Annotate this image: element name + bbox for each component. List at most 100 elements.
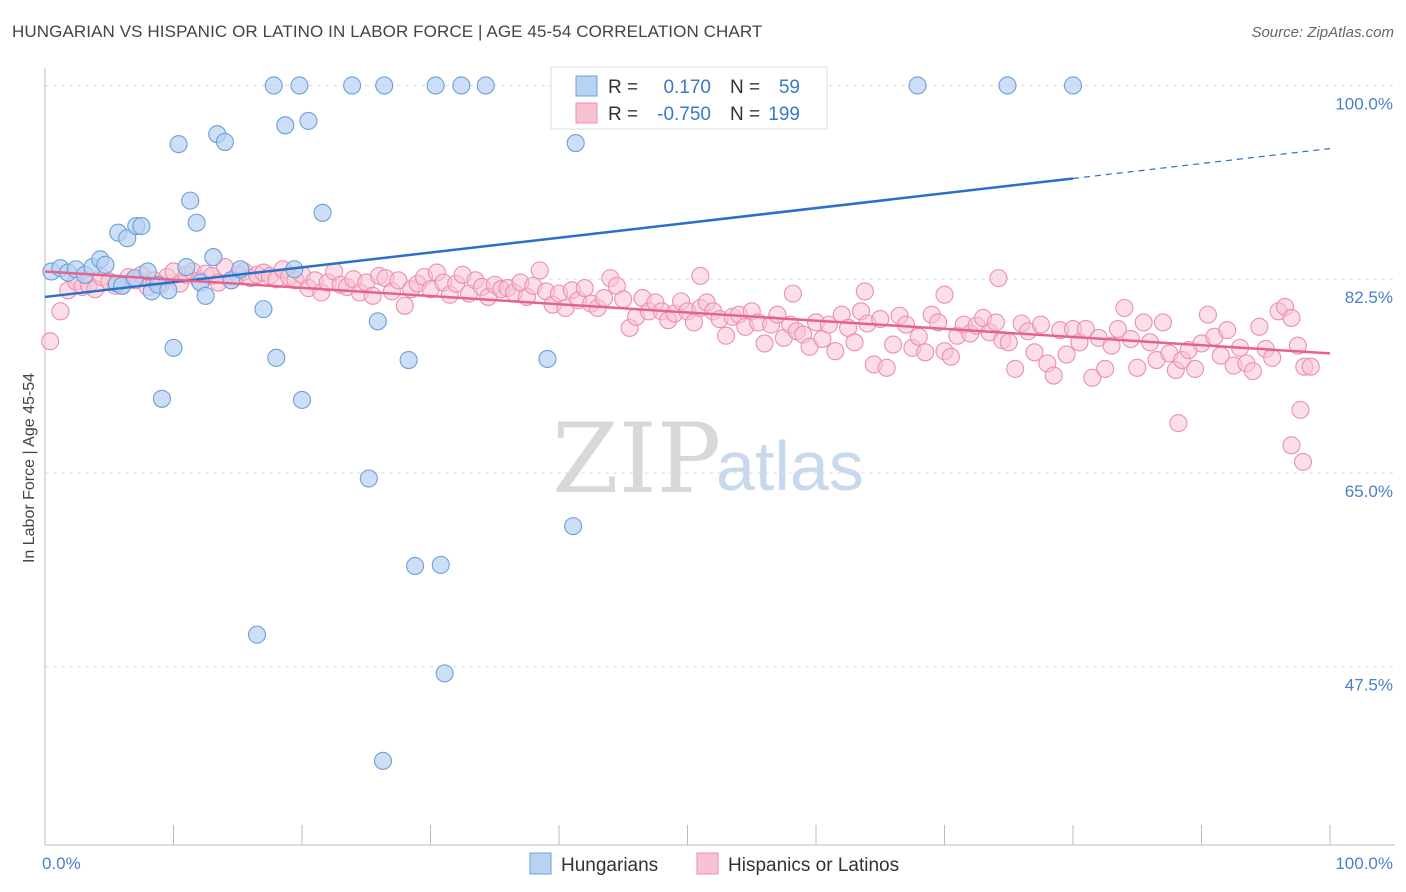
y-tick-label-0: 100.0% <box>1335 94 1393 113</box>
hungarian-point-45 <box>435 664 454 683</box>
hispanic-point-149 <box>1006 359 1025 378</box>
hispanic-point-82 <box>575 279 594 298</box>
legend-r-value-2: -0.750 <box>657 104 711 125</box>
series-legend-swatch-hispanics <box>696 852 719 875</box>
hungarian-point-49 <box>566 133 585 153</box>
hispanic-point-85 <box>594 288 614 308</box>
hispanic-point-110 <box>755 334 774 353</box>
hungarian-point-35 <box>276 116 295 135</box>
hispanic-point-53 <box>389 271 408 290</box>
hispanic-point-146 <box>986 313 1005 332</box>
hungarian-point-22 <box>177 257 196 277</box>
hispanic-point-198 <box>1169 414 1188 433</box>
hungarian-point-27 <box>204 248 223 267</box>
hispanic-point-139 <box>941 347 960 366</box>
x-tick-label-start: 0.0% <box>42 854 81 873</box>
chart-source: Source: ZipAtlas.com <box>1251 24 1394 41</box>
hispanic-point-189 <box>1263 348 1282 367</box>
hungarian-point-23 <box>181 191 200 210</box>
legend-r-label-1: R = <box>608 77 638 98</box>
hungarian-point-14 <box>132 217 151 236</box>
legend-n-value-1: 59 <box>779 77 800 98</box>
hungarian-point-38 <box>299 111 318 130</box>
hispanic-point-124 <box>845 333 864 352</box>
hispanic-point-129 <box>877 358 896 377</box>
hungarian-point-46 <box>431 555 450 574</box>
hispanic-point-153 <box>1031 315 1050 334</box>
legend-r-label-2: R = <box>608 104 638 125</box>
legend-n-value-2: 199 <box>768 104 800 125</box>
axes <box>44 68 1395 846</box>
hungarian-point-20 <box>164 338 183 357</box>
legend-r-value-1: 0.170 <box>663 77 711 98</box>
hispanic-point-121 <box>826 342 845 361</box>
series-legend: Hungarians Hispanics or Latinos <box>529 852 899 876</box>
hispanic-point-135 <box>916 343 935 362</box>
hispanic-point-132 <box>896 315 916 334</box>
hispanic-point-164 <box>1102 336 1121 355</box>
hungarian-point-51 <box>290 76 309 95</box>
hispanic-point-155 <box>1044 366 1063 385</box>
hispanic-point-88 <box>614 290 633 309</box>
hispanic-point-204 <box>935 285 954 304</box>
hungarian-points <box>42 76 1083 770</box>
hungarian-point-56 <box>476 76 495 95</box>
series-legend-swatch-hungarians <box>529 852 552 875</box>
hungarian-point-40 <box>359 469 378 488</box>
hungarian-point-58 <box>998 76 1017 95</box>
y-tick-labels: 100.0% 82.5% 65.0% 47.5% <box>1335 94 1393 694</box>
hungarian-point-11 <box>118 229 137 248</box>
hungarian-point-48 <box>564 517 583 536</box>
hispanic-point-172 <box>1153 313 1172 332</box>
watermark-atlas: atlas <box>716 427 864 505</box>
hungarian-point-37 <box>292 390 312 409</box>
hispanic-point-200 <box>1291 400 1310 419</box>
y-axis-label: In Labor Force | Age 45-54 <box>21 373 38 563</box>
hispanic-point-201 <box>691 266 710 285</box>
hungarian-trend-extension <box>1072 147 1331 180</box>
hispanic-point-202 <box>783 284 802 303</box>
hungarian-point-53 <box>375 76 394 95</box>
legend-n-label-1: N = <box>730 77 760 98</box>
hispanic-point-75 <box>530 261 549 280</box>
hispanic-point-182 <box>1218 321 1237 340</box>
hispanic-trend-line <box>44 270 1331 355</box>
hungarian-point-15 <box>138 262 157 281</box>
hispanic-point-192 <box>1282 308 1301 328</box>
hungarian-point-24 <box>187 213 206 232</box>
hungarian-point-39 <box>313 203 332 222</box>
stats-legend: R = 0.170 N = 59 R = -0.750 N = 199 <box>550 66 828 130</box>
hispanic-point-165 <box>1108 319 1128 339</box>
hispanic-point-130 <box>884 335 903 354</box>
hungarian-point-50 <box>264 76 283 95</box>
chart-title: HUNGARIAN VS HISPANIC OR LATINO IN LABOR… <box>12 22 763 41</box>
hispanic-point-157 <box>1057 345 1076 364</box>
watermark-zip: ZIP <box>552 403 721 515</box>
y-tick-label-1: 82.5% <box>1345 288 1393 307</box>
hispanic-point-134 <box>909 327 928 346</box>
hispanic-point-148 <box>999 333 1018 352</box>
hungarian-trend-line <box>44 177 1074 299</box>
y-tick-label-2: 65.0% <box>1345 482 1393 501</box>
hungarian-point-41 <box>368 312 387 331</box>
hispanic-point-137 <box>929 313 948 332</box>
y-tick-label-3: 47.5% <box>1345 676 1393 695</box>
hungarian-point-34 <box>267 348 286 367</box>
hispanic-point-167 <box>1121 329 1140 349</box>
hungarian-point-57 <box>908 76 927 95</box>
x-tick-label-end: 100.0% <box>1335 854 1393 873</box>
hungarian-point-42 <box>373 751 393 770</box>
hispanic-point-195 <box>1301 357 1320 376</box>
hispanic-point-187 <box>1250 317 1269 336</box>
hungarian-point-18 <box>152 389 171 408</box>
hispanic-point-168 <box>1128 358 1147 377</box>
hispanic-point-104 <box>716 326 736 345</box>
hungarian-point-7 <box>96 255 115 274</box>
hispanic-point-163 <box>1096 359 1115 378</box>
hispanic-point-49 <box>363 286 382 305</box>
hispanic-point-203 <box>855 282 874 301</box>
hungarian-point-44 <box>406 556 425 576</box>
x-tick-labels: 0.0% 100.0% <box>42 854 1393 873</box>
hungarian-point-54 <box>426 76 445 95</box>
